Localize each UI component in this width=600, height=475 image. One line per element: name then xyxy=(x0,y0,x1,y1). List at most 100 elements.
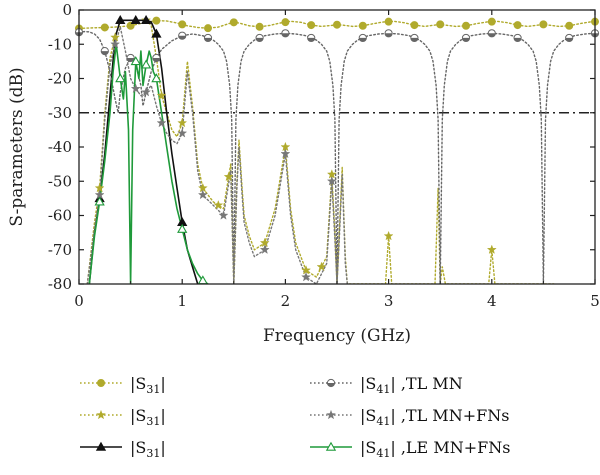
legend-marker-3 xyxy=(95,441,107,451)
legend-symbol-2 xyxy=(80,409,122,420)
series-marker-1 xyxy=(281,18,290,27)
legend-symbol-3 xyxy=(80,441,122,451)
series-marker-5 xyxy=(218,210,229,220)
axes: 0 1 2 3 4 5 0 -10 -20 -30 -40 -50 -60 -70 -80 xyxy=(48,1,600,310)
series-marker-1 xyxy=(332,20,341,29)
series-marker-3 xyxy=(151,28,162,38)
series-marker-4 xyxy=(513,33,522,43)
series-marker-4 xyxy=(565,33,574,43)
series-marker-5 xyxy=(156,117,167,128)
legend-marker-4 xyxy=(326,378,336,388)
x-axis-title: Frequency (GHz) xyxy=(263,326,411,346)
series-marker-1 xyxy=(152,16,161,25)
series-marker-5 xyxy=(259,244,270,254)
y-tick-label: -60 xyxy=(48,207,72,225)
legend-symbol-4 xyxy=(310,378,352,388)
x-tick-label: 0 xyxy=(74,292,84,310)
series-marker-4 xyxy=(178,31,187,40)
series-marker-6 xyxy=(177,223,188,233)
legend-symbol-5 xyxy=(310,409,352,420)
series-marker-1 xyxy=(436,20,445,29)
series-marker-5 xyxy=(110,39,121,49)
y-tick-label: -80 xyxy=(48,275,72,293)
series-marker-6 xyxy=(140,59,152,69)
series-marker-1 xyxy=(513,21,522,30)
series-marker-6 xyxy=(94,196,105,206)
series-marker-4 xyxy=(410,33,419,43)
legend-label-6: |S41| ,LE MN+FNs xyxy=(360,438,510,460)
series-marker-4 xyxy=(461,33,471,43)
legend-symbol-1 xyxy=(80,378,122,387)
series-marker-1 xyxy=(539,20,548,29)
series-marker-5 xyxy=(280,148,291,159)
y-tick-label: -50 xyxy=(48,172,72,190)
legend-symbol-6 xyxy=(310,441,352,451)
series-marker-1 xyxy=(178,20,187,29)
x-tick-label: 1 xyxy=(177,292,187,310)
series-marker-4 xyxy=(358,33,367,43)
legend-label-1: |S31| xyxy=(130,374,166,396)
series-marker-3 xyxy=(130,14,141,24)
series-marker-4 xyxy=(255,33,264,43)
y-tick-label: -70 xyxy=(48,241,72,259)
series-marker-2 xyxy=(383,230,394,241)
legend: |S31| |S31| |S31| |S41| ,TL MN |S41| ,TL MN+… xyxy=(80,374,510,460)
series-marker-1 xyxy=(203,24,212,33)
series-marker-2 xyxy=(156,90,167,100)
series-marker-3 xyxy=(140,14,152,24)
legend-marker-5 xyxy=(326,409,336,420)
legend-marker-2 xyxy=(96,409,106,420)
x-tick-label: 5 xyxy=(590,292,600,310)
series-marker-4 xyxy=(384,29,393,38)
series-marker-4 xyxy=(281,29,290,38)
series-marker-4 xyxy=(152,53,161,63)
series-marker-5 xyxy=(197,189,208,200)
x-tick-label: 4 xyxy=(487,292,497,310)
legend-label-2: |S31| xyxy=(130,406,166,428)
series-line-5 xyxy=(86,26,348,284)
y-tick-label: -10 xyxy=(48,35,72,53)
legend-label-3: |S31| xyxy=(130,438,166,460)
series-marker-3 xyxy=(115,14,126,24)
series-marker-4 xyxy=(487,29,496,38)
series-marker-2 xyxy=(486,244,497,254)
y-tick-label: 0 xyxy=(62,1,72,19)
series-marker-4 xyxy=(307,33,316,43)
y-tick-label: -30 xyxy=(48,104,72,122)
series-marker-2 xyxy=(177,117,188,128)
series-marker-2 xyxy=(213,200,224,210)
series-marker-1 xyxy=(358,21,367,30)
series-marker-6 xyxy=(130,56,141,66)
y-tick-label: -40 xyxy=(48,138,72,156)
series-marker-1 xyxy=(461,21,470,30)
series-marker-1 xyxy=(229,18,238,27)
series-marker-5 xyxy=(301,271,311,282)
series-marker-6 xyxy=(115,73,126,83)
series-marker-4 xyxy=(100,47,109,56)
series-marker-5 xyxy=(141,87,152,97)
series-marker-5 xyxy=(130,83,141,93)
series-line-4 xyxy=(79,30,595,284)
legend-marker-6 xyxy=(325,441,337,451)
series-marker-1 xyxy=(565,21,574,30)
series-marker-6 xyxy=(151,73,162,83)
series-marker-2 xyxy=(223,171,234,182)
series-marker-1 xyxy=(487,17,496,26)
x-tick-label: 2 xyxy=(281,292,291,310)
series-marker-4 xyxy=(203,33,213,43)
series-marker-1 xyxy=(384,17,393,26)
legend-marker-1 xyxy=(97,378,106,387)
legend-label-5: |S41| ,TL MN+FNs xyxy=(360,406,509,428)
series-marker-1 xyxy=(100,23,109,32)
series-marker-5 xyxy=(326,176,337,186)
x-tick-label: 3 xyxy=(384,292,394,310)
series-marker-1 xyxy=(410,21,419,30)
y-tick-label: -20 xyxy=(48,70,72,88)
series-marker-1 xyxy=(255,22,264,31)
legend-label-4: |S41| ,TL MN xyxy=(360,374,463,396)
series-marker-5 xyxy=(177,128,188,138)
y-axis-title: S-parameters (dB) xyxy=(7,67,27,226)
series-marker-4 xyxy=(126,53,135,63)
series-marker-2 xyxy=(316,261,327,272)
